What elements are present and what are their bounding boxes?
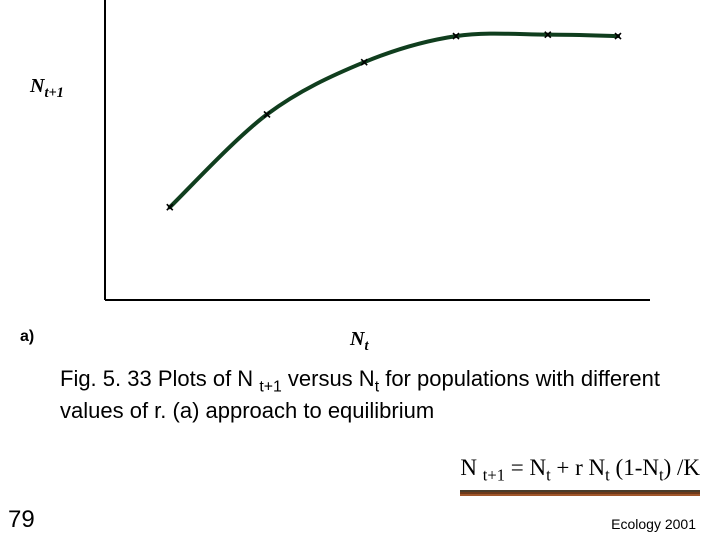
x-axis-label: Nt: [350, 328, 368, 355]
page-number: 79: [8, 506, 35, 534]
equation: N t+1 = Nt + r Nt (1-Nt) /K: [460, 455, 700, 486]
figure-caption: Fig. 5. 33 Plots of N t+1 versus Nt for …: [60, 365, 680, 425]
panel-label: a): [20, 328, 34, 346]
footer-rule: [460, 490, 700, 496]
chart-area: Nt+1 a) Nt: [0, 0, 720, 355]
chart-svg: [35, 0, 655, 330]
footer-source: Ecology 2001: [611, 516, 696, 532]
chart-plot: [35, 0, 655, 330]
slide-root: Nt+1 a) Nt Fig. 5. 33 Plots of N t+1 ver…: [0, 0, 720, 540]
